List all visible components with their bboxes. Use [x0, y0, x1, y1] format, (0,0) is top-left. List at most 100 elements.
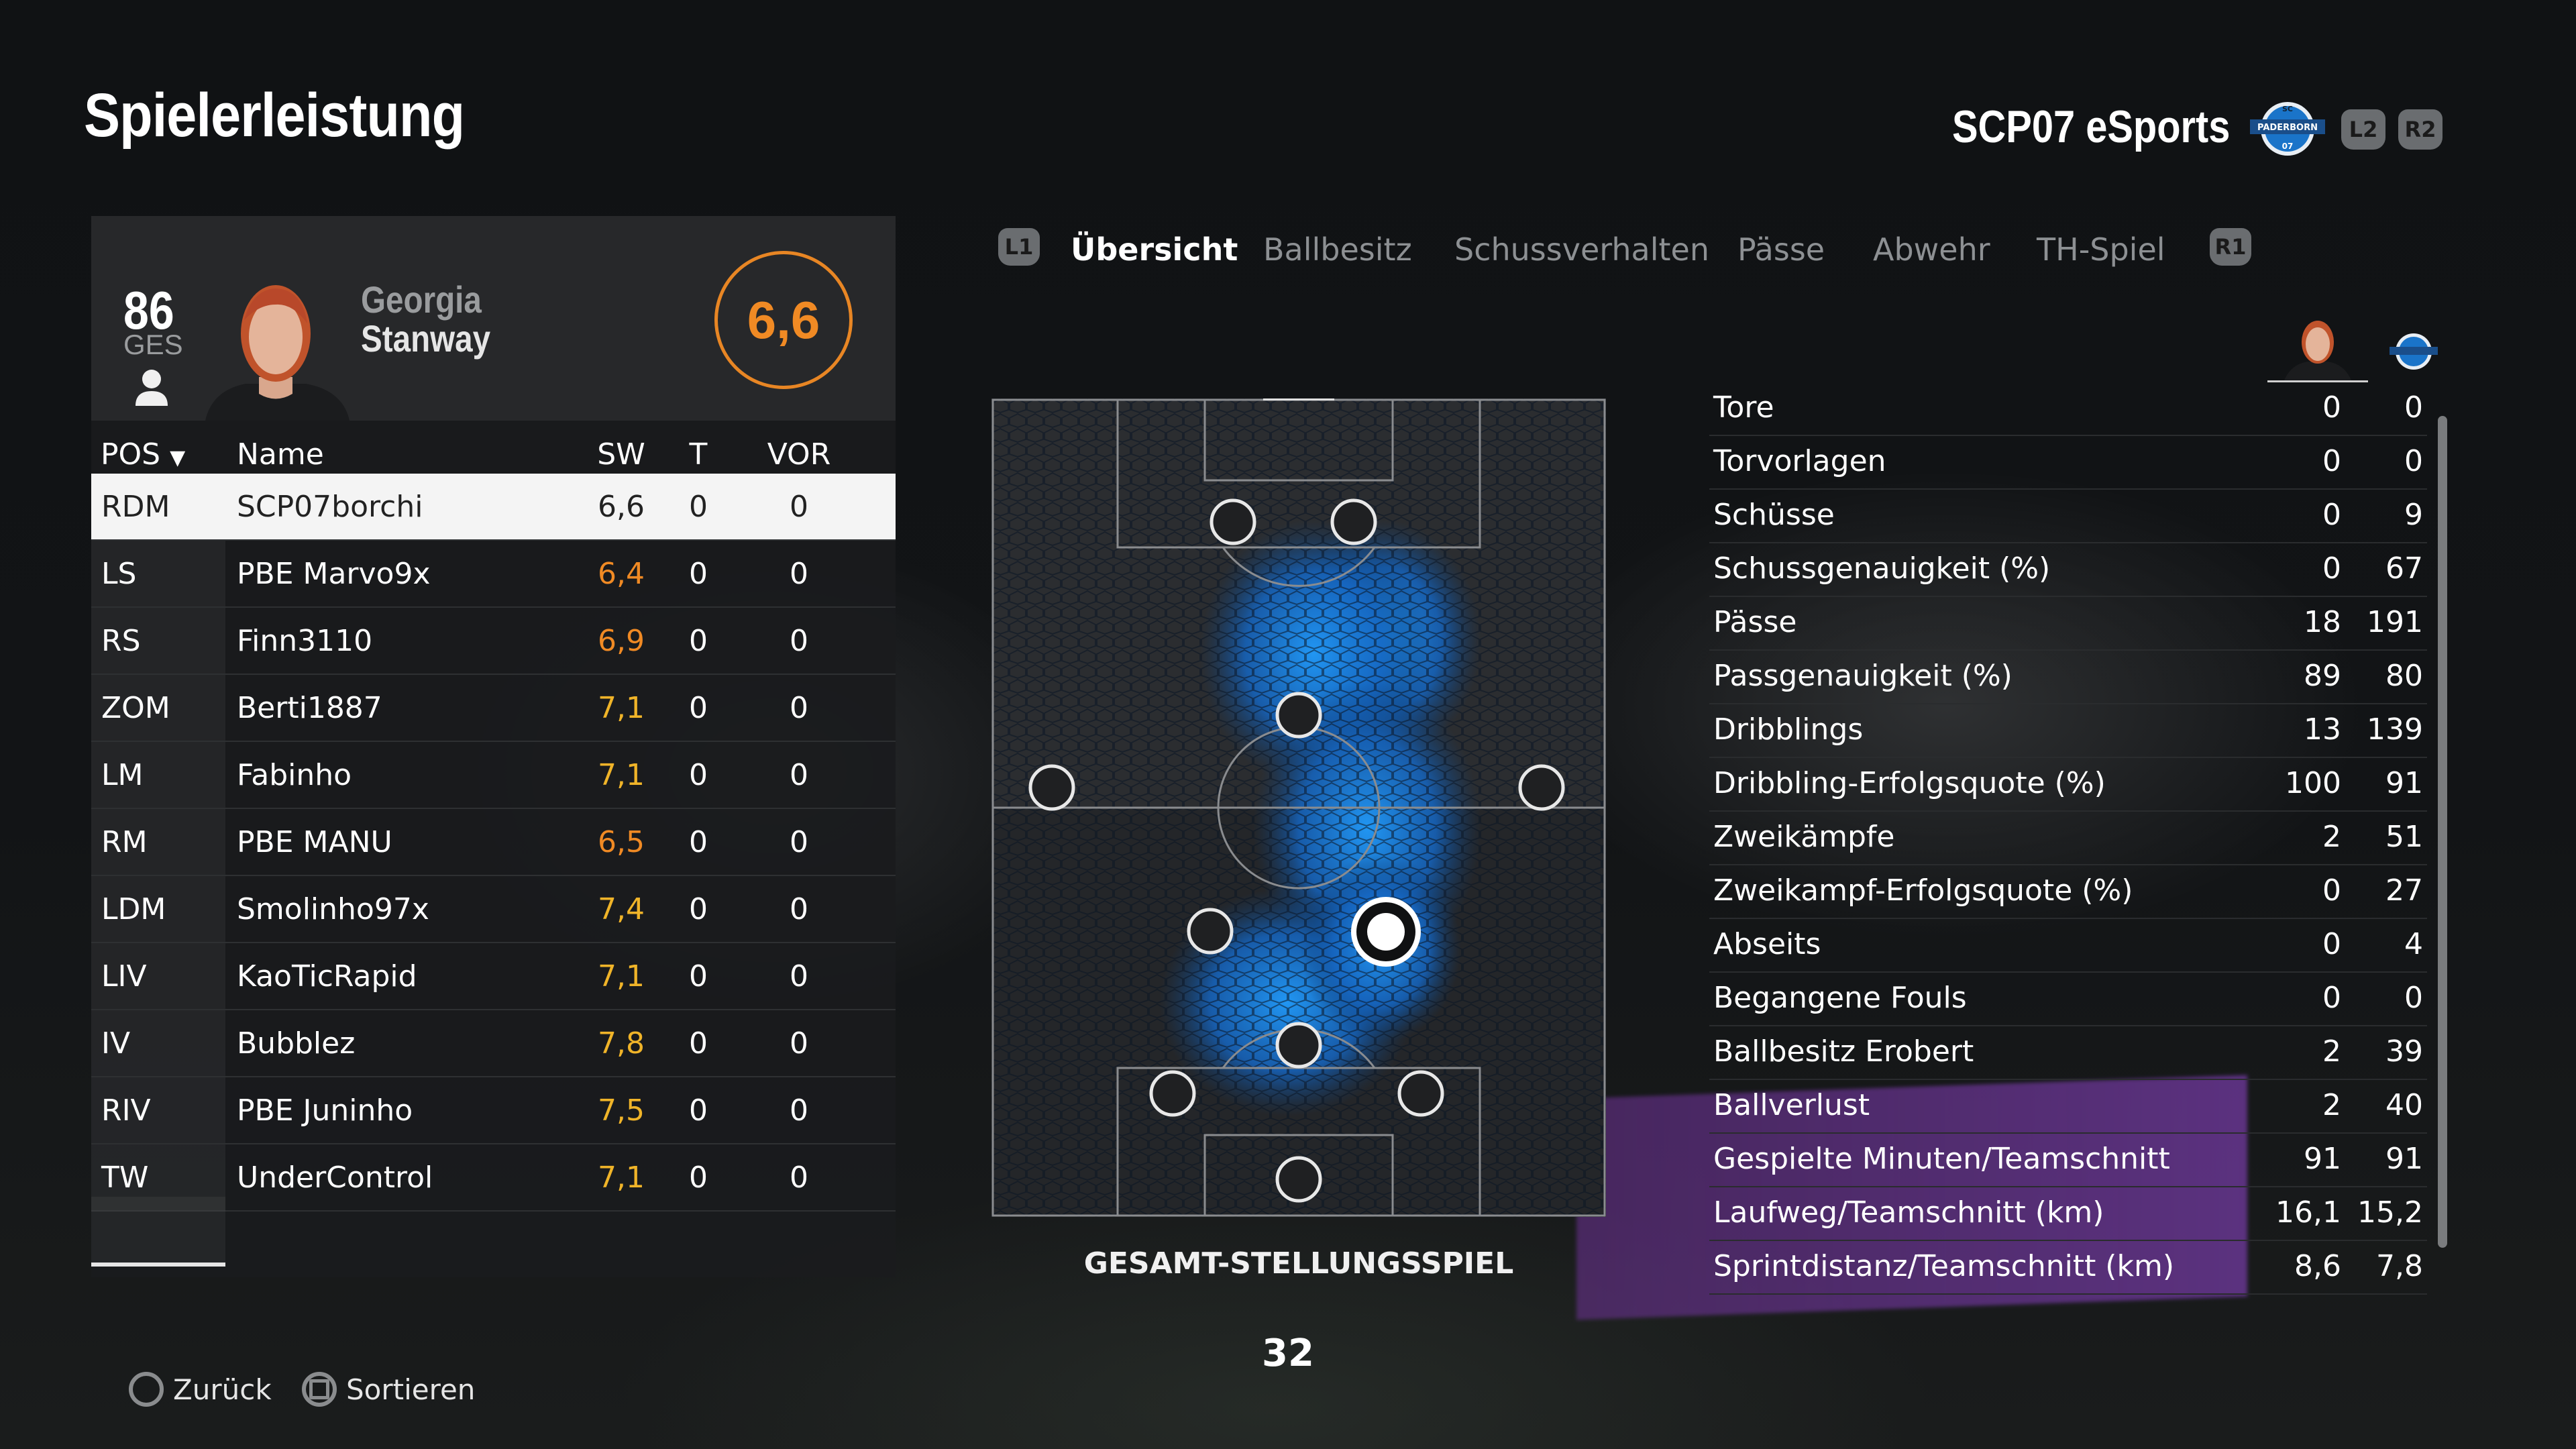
table-row[interactable]: LDM Smolinho97x 7,4 0 0 — [91, 876, 896, 943]
player-header: 86 GES Georgia Stanway 6,6 — [91, 216, 896, 421]
pos-cell-bg — [91, 675, 225, 741]
row-pos: RM — [101, 825, 148, 859]
table-row[interactable]: RM PBE MANU 6,5 0 0 — [91, 809, 896, 876]
table-row[interactable]: RIV PBE Juninho 7,5 0 0 — [91, 1077, 896, 1144]
stat-player-value: 2 — [2322, 820, 2341, 854]
l1-button[interactable]: L1 — [998, 228, 1040, 266]
person-icon — [136, 370, 168, 406]
row-t: 0 — [689, 892, 708, 926]
tab-th-spiel[interactable]: TH-Spiel — [2037, 231, 2165, 268]
row-name: Smolinho97x — [237, 892, 429, 926]
stat-team-value: 0 — [2404, 981, 2423, 1015]
header-pos[interactable]: POS ▼ — [101, 437, 186, 472]
stats-scrollbar[interactable] — [2438, 416, 2447, 1248]
l2-button[interactable]: L2 — [2341, 109, 2385, 150]
club-crest-icon: SC PADERBORN 07 — [2250, 102, 2325, 156]
sort-arrow-icon: ▼ — [170, 446, 186, 470]
pos-cell-bg — [91, 1010, 225, 1076]
stat-player-value: 0 — [2322, 873, 2341, 908]
stat-row: Tore 0 0 — [1709, 382, 2427, 436]
tab-uebersicht[interactable]: Übersicht — [1071, 231, 1238, 268]
stat-row: Ballverlust 2 40 — [1709, 1080, 2427, 1134]
pos-cell-bg — [91, 1144, 225, 1210]
selected-player-marker — [1351, 897, 1421, 967]
player-portrait — [205, 285, 350, 421]
header-t[interactable]: T — [689, 437, 708, 472]
stat-team-value: 7,8 — [2376, 1249, 2423, 1283]
stat-team-value: 27 — [2385, 873, 2423, 908]
row-t: 0 — [689, 1026, 708, 1061]
table-row[interactable]: LIV KaoTicRapid 7,1 0 0 — [91, 943, 896, 1010]
stat-player-value: 100 — [2285, 766, 2341, 800]
row-pos: ZOM — [101, 691, 170, 725]
teammate-marker — [1397, 1070, 1444, 1117]
crest-text-top: SC — [2282, 105, 2293, 113]
table-row[interactable]: RDM SCP07borchi 6,6 0 0 — [91, 474, 896, 541]
player-last-name: Stanway — [361, 317, 491, 360]
heatmap-pitch — [991, 398, 1606, 1217]
overall-label: GES — [123, 329, 183, 360]
tab-schussverhalten[interactable]: Schussverhalten — [1454, 231, 1709, 268]
tab-abwehr[interactable]: Abwehr — [1873, 231, 1990, 268]
row-vor: 0 — [790, 1161, 808, 1195]
table-row[interactable]: LM Fabinho 7,1 0 0 — [91, 742, 896, 809]
r2-button[interactable]: R2 — [2398, 109, 2443, 150]
stat-team-value: 4 — [2404, 927, 2423, 961]
row-sw: 7,1 — [598, 959, 645, 994]
stat-team-value: 39 — [2385, 1034, 2423, 1069]
header-name[interactable]: Name — [237, 437, 324, 472]
row-t: 0 — [689, 624, 708, 658]
stat-label: Passgenauigkeit (%) — [1713, 659, 2012, 693]
row-sw: 6,5 — [598, 825, 645, 859]
stat-team-value: 191 — [2367, 605, 2423, 639]
stat-label: Zweikämpfe — [1713, 820, 1895, 854]
back-label: Zurück — [173, 1373, 272, 1406]
header-vor[interactable]: VOR — [767, 437, 831, 472]
stat-label: Schüsse — [1713, 498, 1835, 532]
teammate-marker — [1028, 764, 1075, 811]
stat-row: Laufweg/Teamschnitt (km) 16,1 15,2 — [1709, 1187, 2427, 1241]
row-name: PBE MANU — [237, 825, 392, 859]
stat-player-value: 2 — [2322, 1034, 2341, 1069]
table-row[interactable]: IV Bubblez 7,8 0 0 — [91, 1010, 896, 1077]
row-vor: 0 — [790, 892, 808, 926]
row-vor: 0 — [790, 758, 808, 792]
row-sw: 6,6 — [598, 490, 645, 524]
r1-button[interactable]: R1 — [2210, 228, 2251, 266]
table-row[interactable]: LS PBE Marvo9x 6,4 0 0 — [91, 541, 896, 608]
stat-player-value: 0 — [2322, 551, 2341, 586]
row-t: 0 — [689, 691, 708, 725]
row-t: 0 — [689, 490, 708, 524]
stat-player-value: 13 — [2304, 712, 2341, 747]
sort-action[interactable]: Sortieren — [302, 1372, 475, 1407]
row-t: 0 — [689, 758, 708, 792]
teammate-marker — [1275, 692, 1322, 739]
stat-label: Schussgenauigkeit (%) — [1713, 551, 2051, 586]
row-vor: 0 — [790, 1093, 808, 1128]
stat-player-value: 8,6 — [2294, 1249, 2341, 1283]
stat-team-value: 91 — [2385, 766, 2423, 800]
table-row[interactable]: ZOM Berti1887 7,1 0 0 — [91, 675, 896, 742]
stat-player-value: 0 — [2322, 390, 2341, 425]
back-action[interactable]: Zurück — [129, 1372, 272, 1407]
row-t: 0 — [689, 1093, 708, 1128]
stats-table: Tore 0 0 Torvorlagen 0 0 Schüsse 0 9 Schussgenaui… — [1709, 382, 2427, 1295]
row-name: PBE Juninho — [237, 1093, 413, 1128]
player-table: RDM SCP07borchi 6,6 0 0 LS PBE Marvo9x 6,4 0 0 RS F… — [91, 474, 896, 1212]
stat-label: Dribblings — [1713, 712, 1864, 747]
header-sw[interactable]: SW — [597, 437, 645, 472]
player-panel: 86 GES Georgia Stanway 6,6 POS ▼ Name SW… — [91, 216, 896, 1277]
table-row[interactable]: RS Finn3110 6,9 0 0 — [91, 608, 896, 675]
stat-row: Schüsse 0 9 — [1709, 490, 2427, 543]
table-row[interactable]: TW UnderControl 7,1 0 0 — [91, 1144, 896, 1212]
crest-text-num: 07 — [2282, 142, 2294, 151]
row-sw: 6,4 — [598, 557, 645, 591]
row-vor: 0 — [790, 691, 808, 725]
tab-paesse[interactable]: Pässe — [1737, 231, 1825, 268]
tab-ballbesitz[interactable]: Ballbesitz — [1263, 231, 1412, 268]
row-name: Bubblez — [237, 1026, 356, 1061]
row-pos: IV — [101, 1026, 131, 1061]
stat-row: Gespielte Minuten/Teamschnitt 91 91 — [1709, 1134, 2427, 1187]
stat-player-value: 18 — [2304, 605, 2341, 639]
player-first-name: Georgia — [361, 278, 482, 321]
